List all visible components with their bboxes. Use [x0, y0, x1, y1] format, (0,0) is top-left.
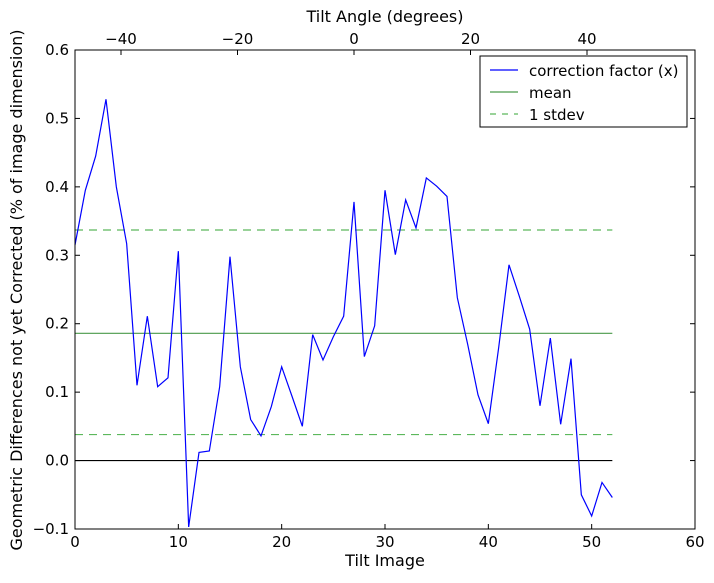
legend-label-correction: correction factor (x): [529, 62, 678, 80]
legend-label-mean: mean: [529, 84, 572, 102]
top-axis-label: Tilt Angle (degrees): [305, 7, 463, 26]
y-tick-label: 0.6: [45, 41, 69, 59]
top-tick-label: −20: [222, 30, 254, 48]
x-tick-label: 40: [479, 533, 498, 551]
x-tick-label: 0: [70, 533, 80, 551]
y-tick-label: 0.2: [45, 315, 69, 333]
y-tick-label: −0.1: [33, 520, 69, 538]
legend: correction factor (x) mean 1 stdev: [479, 55, 688, 128]
y-tick-label: 0.5: [45, 109, 69, 127]
y-tick-label: 0.1: [45, 383, 69, 401]
top-tick-label: −40: [105, 30, 137, 48]
x-tick-label: 30: [375, 533, 394, 551]
x-tick-label: 50: [582, 533, 601, 551]
correction-factor-line: [74, 99, 613, 528]
x-tick-label: 60: [685, 533, 704, 551]
y-tick-label: 0.0: [45, 452, 69, 470]
y-tick-label: 0.4: [45, 178, 69, 196]
x-axis-label: Tilt Image: [344, 551, 425, 570]
top-tick-label: 0: [349, 30, 359, 48]
legend-label-stdev: 1 stdev: [529, 106, 585, 124]
top-tick-label: 40: [577, 30, 596, 48]
x-tick-label: 20: [272, 533, 291, 551]
x-tick-label: 10: [169, 533, 188, 551]
y-axis-label: Geometric Differences not yet Corrected …: [7, 29, 26, 550]
y-tick-label: 0.3: [45, 246, 69, 264]
top-tick-label: 20: [461, 30, 480, 48]
